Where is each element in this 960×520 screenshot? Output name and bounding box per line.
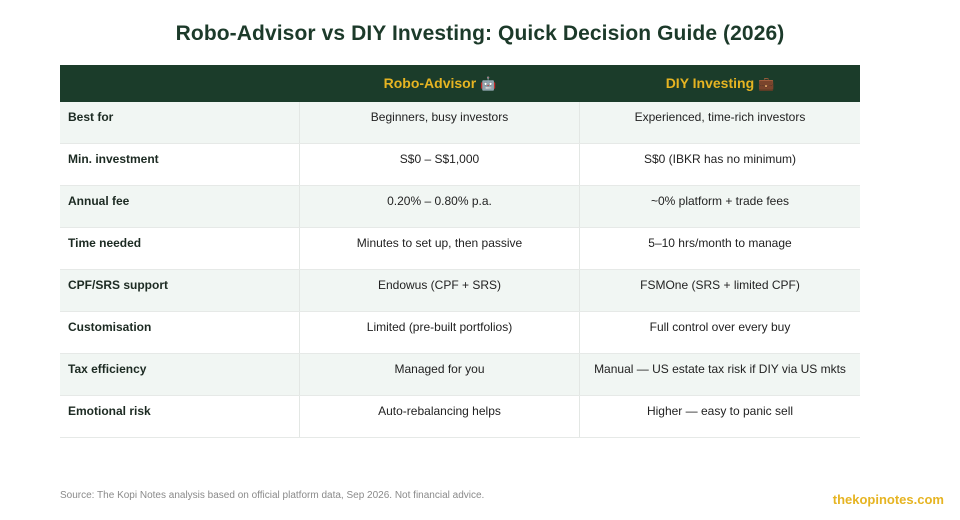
- table-row: CPF/SRS support Endowus (CPF + SRS) FSMO…: [60, 270, 860, 312]
- row-label: Customisation: [60, 312, 300, 353]
- table-row: Customisation Limited (pre-built portfol…: [60, 312, 860, 354]
- robot-icon: 🤖: [480, 76, 497, 91]
- comparison-table: Robo-Advisor 🤖 DIY Investing 💼 Best for Be…: [60, 65, 860, 438]
- header-diy-investing: DIY Investing 💼: [580, 65, 860, 102]
- row-label: Emotional risk: [60, 396, 300, 437]
- robo-value: Endowus (CPF + SRS): [300, 270, 580, 311]
- robo-value: 0.20% – 0.80% p.a.: [300, 186, 580, 227]
- robo-value: Beginners, busy investors: [300, 102, 580, 143]
- robo-value: Managed for you: [300, 354, 580, 395]
- robo-value: S$0 – S$1,000: [300, 144, 580, 185]
- source-note: Source: The Kopi Notes analysis based on…: [60, 490, 485, 501]
- row-label: Tax efficiency: [60, 354, 300, 395]
- briefcase-icon: 💼: [758, 76, 775, 91]
- diy-value: Manual — US estate tax risk if DIY via U…: [594, 362, 846, 376]
- diy-value: 5–10 hrs/month to manage: [648, 236, 792, 250]
- page-title: Robo-Advisor vs DIY Investing: Quick Dec…: [175, 22, 785, 45]
- diy-value: ~0% platform + trade fees: [650, 194, 790, 208]
- diy-value: Full control over every buy: [649, 320, 791, 334]
- diy-value: Higher — easy to panic sell: [646, 404, 794, 418]
- table-header-row: Robo-Advisor 🤖 DIY Investing 💼: [60, 65, 860, 102]
- table-row: Best for Beginners, busy investors Exper…: [60, 102, 860, 144]
- header-diy-investing-label: DIY Investing: [665, 75, 755, 91]
- header-robo-advisor: Robo-Advisor 🤖: [300, 65, 580, 102]
- table-row: Emotional risk Auto-rebalancing helps Hi…: [60, 396, 860, 438]
- table-row: Tax efficiency Managed for you Manual — …: [60, 354, 860, 396]
- robo-value: Auto-rebalancing helps: [300, 396, 580, 437]
- robo-value: Minutes to set up, then passive: [300, 228, 580, 269]
- table-row: Min. investment S$0 – S$1,000 S$0 (IBKR …: [60, 144, 860, 186]
- header-robo-advisor-label: Robo-Advisor: [383, 75, 477, 91]
- robo-value: Limited (pre-built portfolios): [300, 312, 580, 353]
- row-label: Annual fee: [60, 186, 300, 227]
- row-label: CPF/SRS support: [60, 270, 300, 311]
- brand-link[interactable]: thekopinotes.com: [832, 492, 944, 507]
- row-label: Best for: [60, 102, 300, 143]
- table-row: Annual fee 0.20% – 0.80% p.a. ~0% platfo…: [60, 186, 860, 228]
- row-label: Time needed: [60, 228, 300, 269]
- diy-value: S$0 (IBKR has no minimum): [643, 152, 797, 166]
- diy-value: FSMOne (SRS + limited CPF): [640, 278, 800, 292]
- diy-value: Experienced, time-rich investors: [634, 110, 806, 124]
- table-row: Time needed Minutes to set up, then pass…: [60, 228, 860, 270]
- header-empty-cell: [60, 65, 300, 102]
- row-label: Min. investment: [60, 144, 300, 185]
